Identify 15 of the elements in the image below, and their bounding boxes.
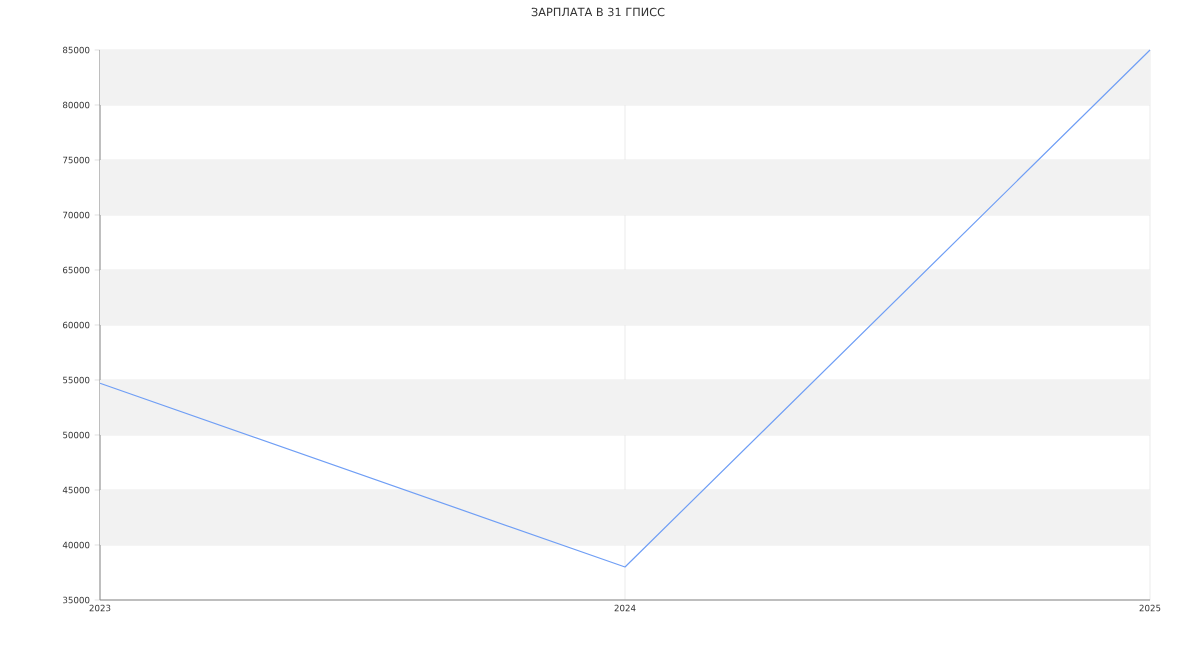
y-tick-label: 45000 — [62, 486, 90, 494]
x-tick-label: 2025 — [1139, 604, 1161, 612]
y-tick-label: 60000 — [63, 321, 90, 329]
y-tick-label: 65000 — [63, 266, 90, 274]
chart-title: ЗАРПЛАТА В 31 ГПИСС — [531, 7, 665, 17]
x-tick-label: 2023 — [89, 604, 111, 612]
y-tick-label: 55000 — [63, 376, 90, 384]
y-tick-label: 35000 — [63, 596, 90, 604]
y-tick-label: 80000 — [62, 101, 90, 109]
y-tick-label: 40000 — [62, 541, 90, 549]
y-tick-label: 75000 — [63, 156, 90, 164]
y-tick-label: 70000 — [63, 211, 90, 219]
y-tick-label: 85000 — [62, 46, 90, 54]
x-tick-label: 2024 — [614, 604, 636, 612]
y-tick-label: 50000 — [63, 431, 90, 439]
